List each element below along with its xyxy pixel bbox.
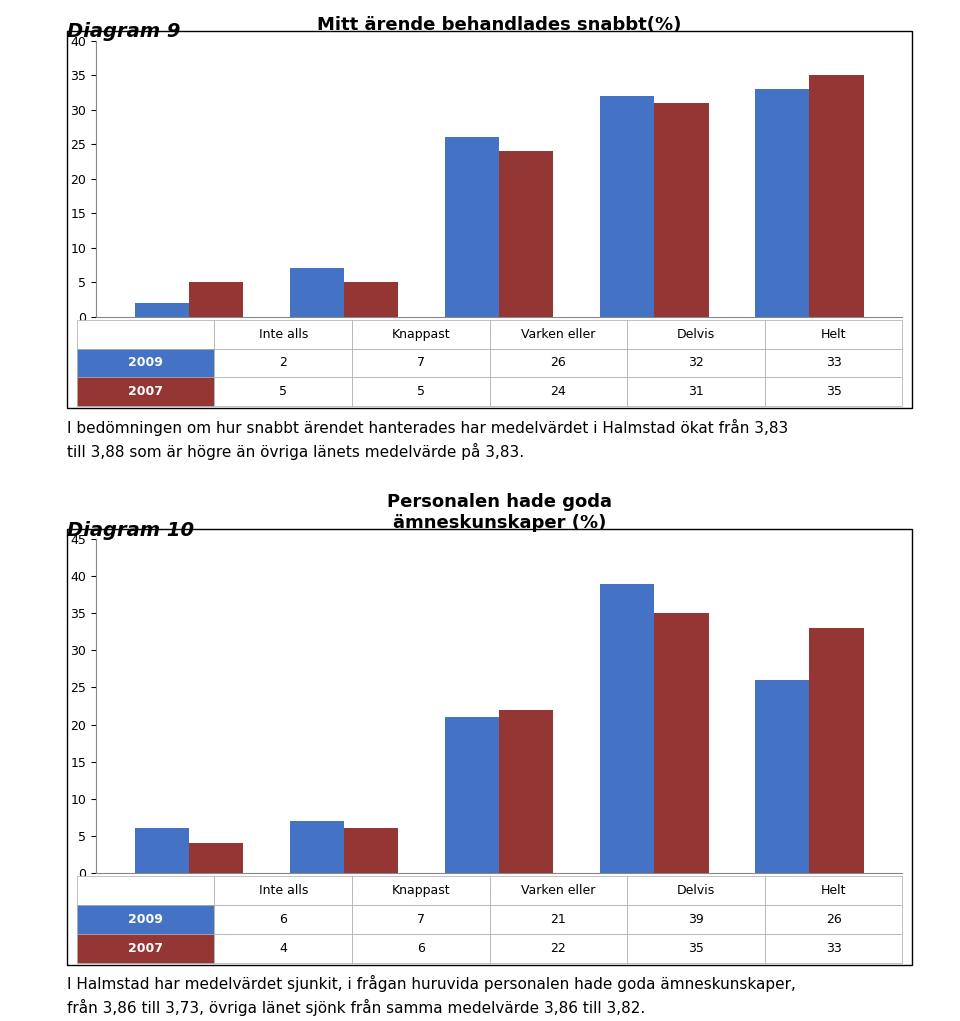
Bar: [444, 717, 499, 873]
Title: Personalen hade goda
ämneskunskaper (%): Personalen hade goda ämneskunskaper (%): [387, 493, 612, 532]
Bar: [600, 96, 655, 317]
Bar: [756, 89, 809, 317]
Bar: [655, 103, 708, 317]
Bar: [600, 584, 655, 873]
Bar: [809, 628, 864, 873]
Bar: [134, 303, 189, 317]
Bar: [655, 614, 708, 873]
Title: Mitt ärende behandlades snabbt(%): Mitt ärende behandlades snabbt(%): [317, 15, 682, 34]
Bar: [444, 138, 499, 317]
Text: I Halmstad har medelvärdet sjunkit, i frågan huruvida personalen hade goda ämnes: I Halmstad har medelvärdet sjunkit, i fr…: [67, 975, 796, 1016]
Text: Diagram 10: Diagram 10: [67, 521, 194, 540]
Bar: [499, 151, 554, 317]
Bar: [809, 76, 864, 317]
Bar: [344, 828, 398, 873]
Text: I bedömningen om hur snabbt ärendet hanterades har medelvärdet i Halmstad ökat f: I bedömningen om hur snabbt ärendet hant…: [67, 419, 788, 459]
Bar: [134, 828, 189, 873]
Bar: [499, 710, 554, 873]
Bar: [756, 680, 809, 873]
Text: Diagram 9: Diagram 9: [67, 22, 180, 42]
Bar: [290, 821, 344, 873]
Bar: [290, 269, 344, 317]
Bar: [189, 282, 243, 317]
Bar: [189, 843, 243, 873]
Bar: [344, 282, 398, 317]
